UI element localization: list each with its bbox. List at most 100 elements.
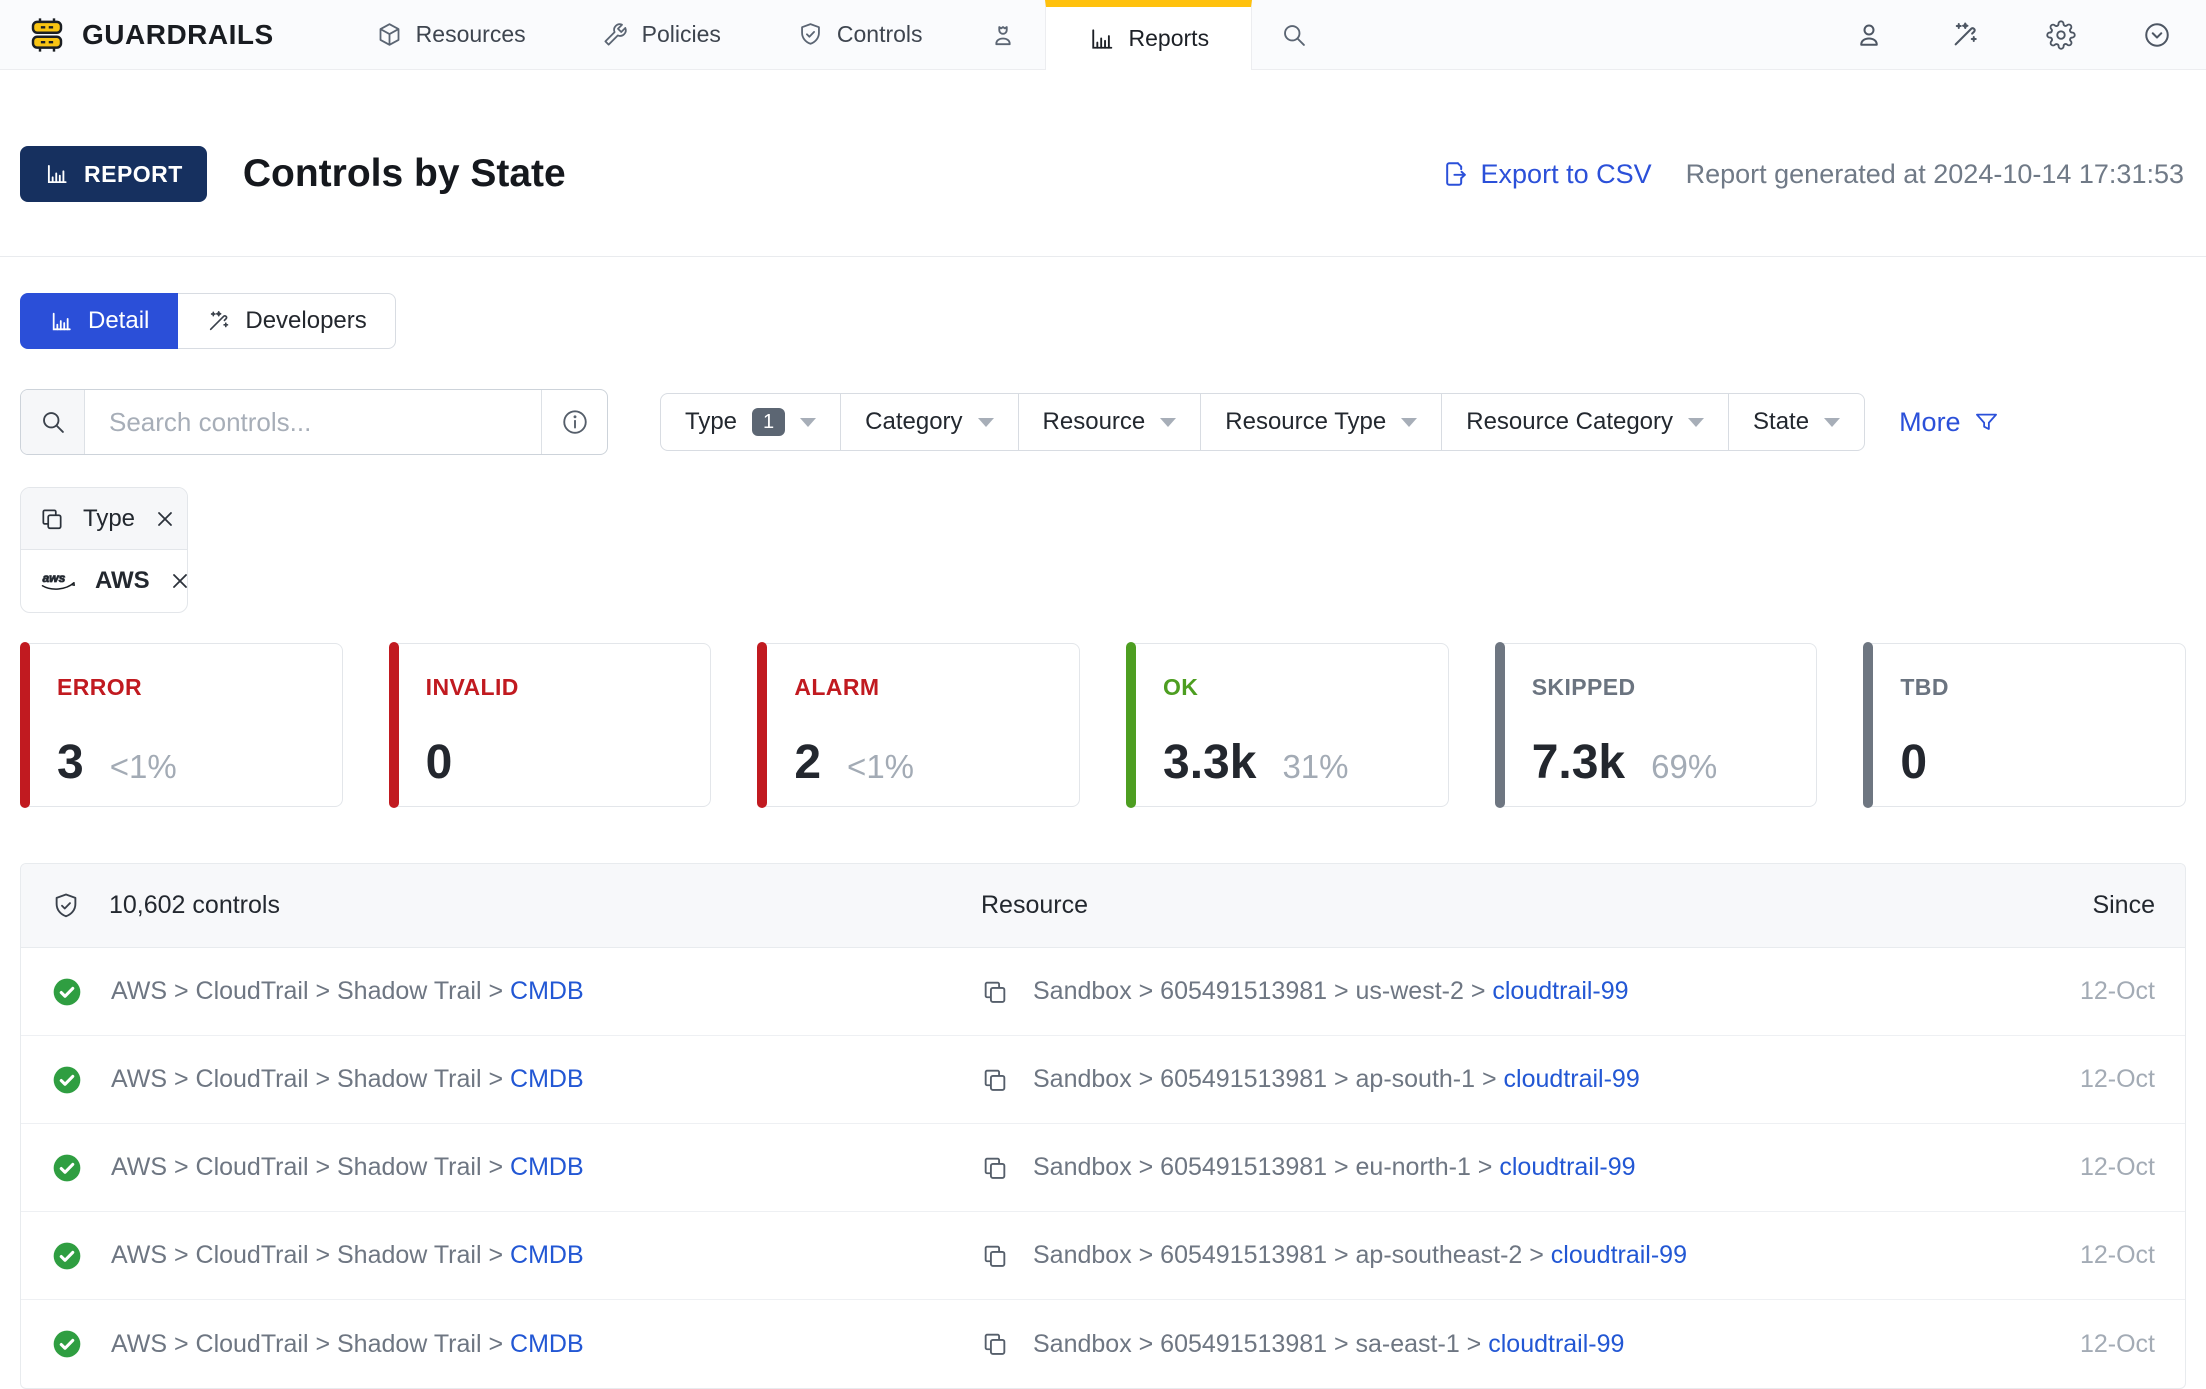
card-value: 7.3k	[1531, 736, 1626, 789]
card-percent: <1%	[109, 748, 177, 785]
copy-icon[interactable]	[981, 978, 1009, 1006]
more-filters-button[interactable]: More	[1899, 407, 2000, 438]
developers-tab-button[interactable]: Developers	[178, 293, 396, 349]
controls-count: 10,602 controls	[109, 891, 280, 919]
table-row[interactable]: AWS > CloudTrail > Shadow Trail > CMDB S…	[21, 1300, 2185, 1388]
filter-state-dropdown[interactable]: State	[1728, 393, 1866, 451]
brand[interactable]: GUARDRAILS	[0, 0, 338, 69]
card-percent: <1%	[847, 748, 915, 785]
resource-path: Sandbox > 605491513981 > ap-south-1 >	[1033, 1065, 1504, 1093]
card-ok[interactable]: OK 3.3k 31%	[1126, 642, 1449, 808]
filter-count-badge: 1	[752, 408, 786, 436]
card-skipped[interactable]: SKIPPED 7.3k 69%	[1494, 642, 1818, 808]
nav-item-label: Policies	[641, 21, 721, 47]
copy-icon[interactable]	[981, 1242, 1009, 1270]
card-accent-bar	[1863, 642, 1874, 808]
nav-item-label: Controls	[836, 21, 923, 47]
chevron-circle-down-icon[interactable]	[2142, 20, 2172, 50]
since-column-header: Since	[2092, 891, 2155, 919]
view-toggle: Detail Developers	[20, 293, 396, 349]
control-link[interactable]: CMDB	[510, 1153, 584, 1181]
table-row[interactable]: AWS > CloudTrail > Shadow Trail > CMDB S…	[21, 1036, 2185, 1124]
user-icon[interactable]	[1854, 20, 1884, 50]
control-path: AWS > CloudTrail > Shadow Trail >	[111, 1329, 511, 1358]
nav-item-policies[interactable]: Policies	[564, 0, 759, 69]
chevron-down-icon	[1824, 417, 1841, 427]
resource-link[interactable]: cloudtrail-99	[1488, 1329, 1625, 1358]
copy-icon[interactable]	[981, 1066, 1009, 1094]
table-row[interactable]: AWS > CloudTrail > Shadow Trail > CMDB S…	[21, 1124, 2185, 1212]
nav-item-admin[interactable]	[961, 0, 1045, 69]
detail-tab-button[interactable]: Detail	[20, 293, 179, 349]
brand-name: GUARDRAILS	[82, 18, 274, 50]
resource-link[interactable]: cloudtrail-99	[1550, 1241, 1687, 1269]
developers-tab-label: Developers	[245, 307, 367, 334]
filter-resource-category-label: Resource Category	[1466, 408, 1674, 435]
control-link[interactable]: CMDB	[510, 1241, 584, 1269]
resource-link[interactable]: cloudtrail-99	[1499, 1153, 1636, 1181]
search-icon	[21, 390, 85, 454]
since-value: 12-Oct	[2079, 1065, 2155, 1093]
resource-path: Sandbox > 605491513981 > us-west-2 >	[1033, 977, 1493, 1005]
wrench-icon	[602, 21, 629, 48]
card-label: SKIPPED	[1531, 674, 1636, 700]
card-value: 2	[794, 736, 822, 789]
filter-resource-dropdown[interactable]: Resource	[1017, 393, 1202, 451]
controls-table: 10,602 controls Resource Since AWS > Clo…	[20, 863, 2186, 1389]
control-link[interactable]: CMDB	[510, 977, 584, 1005]
control-link[interactable]: CMDB	[510, 1329, 584, 1358]
nav-right-icons	[1854, 0, 2206, 69]
search-box	[20, 389, 608, 455]
card-label: INVALID	[425, 674, 519, 700]
gear-icon[interactable]	[2046, 19, 2076, 50]
resource-link[interactable]: cloudtrail-99	[1503, 1065, 1640, 1093]
filter-category-dropdown[interactable]: Category	[840, 393, 1019, 451]
resource-column-header: Resource	[981, 891, 1088, 919]
info-icon[interactable]	[541, 390, 607, 454]
card-invalid[interactable]: INVALID 0	[388, 642, 712, 808]
filter-resource-category-dropdown[interactable]: Resource Category	[1441, 393, 1730, 451]
card-tbd[interactable]: TBD 0	[1863, 642, 2187, 808]
filter-resource-type-dropdown[interactable]: Resource Type	[1200, 393, 1443, 451]
close-icon[interactable]	[168, 569, 187, 593]
search-input[interactable]	[85, 390, 541, 454]
admin-user-crown-icon	[989, 21, 1017, 49]
table-row[interactable]: AWS > CloudTrail > Shadow Trail > CMDB S…	[21, 1212, 2185, 1300]
close-icon[interactable]	[153, 507, 177, 531]
since-value: 12-Oct	[2079, 1329, 2155, 1358]
control-link[interactable]: CMDB	[510, 1065, 584, 1093]
tab-reports-active[interactable]: Reports	[1044, 0, 1253, 70]
filter-chip-group-label: Type	[83, 504, 136, 532]
magic-wand-icon[interactable]	[1950, 20, 1980, 50]
nav-item-resources[interactable]: Resources	[338, 0, 564, 69]
card-value: 0	[425, 736, 453, 789]
nav-search-button[interactable]	[1252, 0, 1336, 69]
card-error[interactable]: ERROR 3 <1%	[20, 642, 343, 808]
table-row[interactable]: AWS > CloudTrail > Shadow Trail > CMDB S…	[21, 948, 2185, 1036]
export-to-csv-button[interactable]: Export to CSV	[1441, 159, 1652, 190]
svg-text:aws: aws	[42, 571, 65, 585]
control-path: AWS > CloudTrail > Shadow Trail >	[111, 1065, 511, 1093]
card-percent: 69%	[1651, 748, 1718, 785]
copy-icon[interactable]	[981, 1330, 1009, 1358]
filter-type-dropdown[interactable]: Type 1	[660, 393, 842, 451]
active-filter-chips: Type aws AWS	[20, 487, 188, 613]
filter-resource-label: Resource	[1042, 408, 1146, 435]
card-alarm[interactable]: ALARM 2 <1%	[757, 642, 1081, 808]
card-label: OK	[1163, 674, 1199, 700]
filter-chip-group: Type	[21, 488, 187, 550]
card-label: TBD	[1900, 674, 1949, 700]
report-header: REPORT Controls by State Export to CSV R…	[0, 70, 2206, 257]
nav-item-controls[interactable]: Controls	[759, 0, 961, 69]
shield-check-icon	[51, 891, 81, 921]
card-percent: 31%	[1282, 748, 1349, 785]
copy-icon[interactable]	[981, 1154, 1009, 1182]
resource-link[interactable]: cloudtrail-99	[1492, 977, 1629, 1005]
magic-wand-icon	[206, 309, 231, 334]
aws-logo-icon: aws	[39, 568, 77, 594]
bar-chart-icon	[49, 309, 74, 334]
page-title: Controls by State	[242, 152, 566, 195]
card-value: 3	[57, 736, 84, 789]
search-icon	[1280, 21, 1308, 49]
export-to-csv-label: Export to CSV	[1480, 158, 1652, 189]
